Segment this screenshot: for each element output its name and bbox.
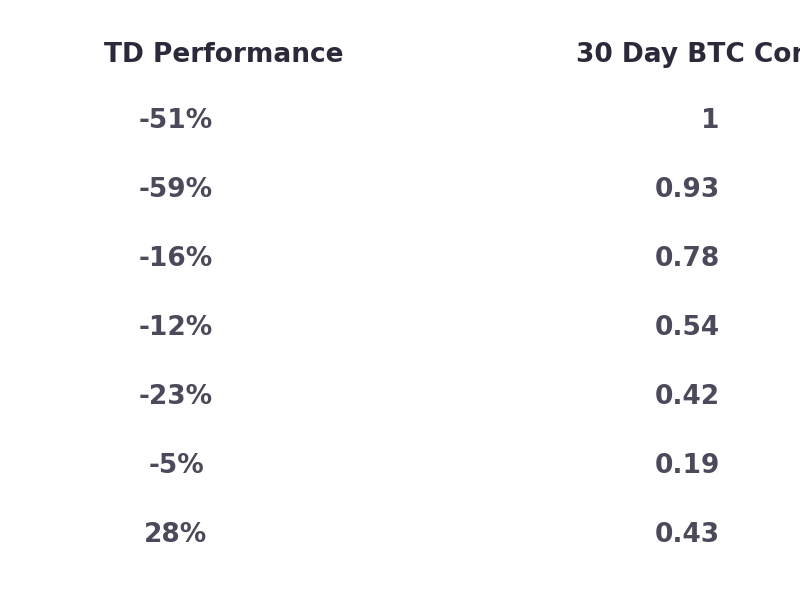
Text: 0.19: 0.19 bbox=[654, 453, 720, 479]
Text: 28%: 28% bbox=[144, 522, 208, 548]
Text: -23%: -23% bbox=[139, 384, 213, 410]
Text: -12%: -12% bbox=[139, 315, 213, 341]
Text: -5%: -5% bbox=[148, 453, 204, 479]
Text: TD Performance: TD Performance bbox=[104, 42, 343, 68]
Text: 0.78: 0.78 bbox=[654, 246, 720, 272]
Text: -16%: -16% bbox=[139, 246, 213, 272]
Text: 0.43: 0.43 bbox=[655, 522, 720, 548]
Text: 0.54: 0.54 bbox=[655, 315, 720, 341]
Text: 30 Day BTC Cor: 30 Day BTC Cor bbox=[576, 42, 800, 68]
Text: 1: 1 bbox=[702, 108, 720, 134]
Text: 0.42: 0.42 bbox=[655, 384, 720, 410]
Text: 0.93: 0.93 bbox=[654, 177, 720, 203]
Text: -59%: -59% bbox=[139, 177, 213, 203]
Text: -51%: -51% bbox=[139, 108, 213, 134]
